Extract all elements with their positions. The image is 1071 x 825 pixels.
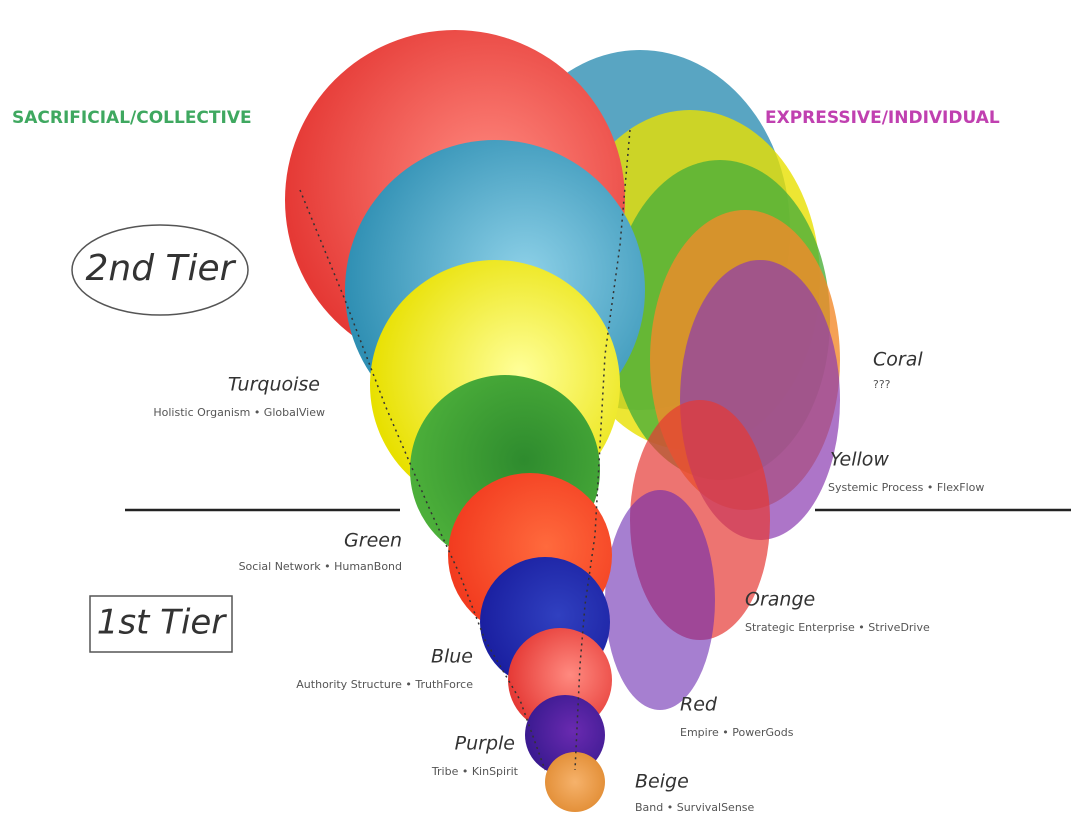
level-name: Turquoise [228,374,320,396]
spiral-circles [285,30,645,812]
level-name: Beige [635,771,689,793]
level-description: Strategic Enterprise • StriveDrive [745,621,930,634]
level-name: Orange [745,589,815,611]
tier-label: 2nd Tier [86,248,237,289]
level-name: Yellow [830,449,889,471]
heading-left: SACRIFICIAL/COLLECTIVE [12,108,252,128]
level-name: Green [344,530,402,552]
heading-right: EXPRESSIVE/INDIVIDUAL [765,108,1000,128]
level-description: Empire • PowerGods [680,726,794,739]
level-description: Social Network • HumanBond [239,560,402,573]
level-description: ??? [873,378,891,391]
level-description: Tribe • KinSpirit [431,765,519,778]
level-name: Red [680,694,718,716]
level-description: Band • SurvivalSense [635,801,755,814]
tier-label: 1st Tier [97,603,228,643]
level-name: Blue [431,646,473,668]
spiral-diagram: SACRIFICIAL/COLLECTIVE EXPRESSIVE/INDIVI… [0,0,1071,825]
level-name: Coral [873,349,923,371]
level-description: Holistic Organism • GlobalView [153,406,325,419]
level-name: Purple [455,733,515,755]
level-description: Systemic Process • FlexFlow [828,481,984,494]
level-description: Authority Structure • TruthForce [296,678,473,691]
